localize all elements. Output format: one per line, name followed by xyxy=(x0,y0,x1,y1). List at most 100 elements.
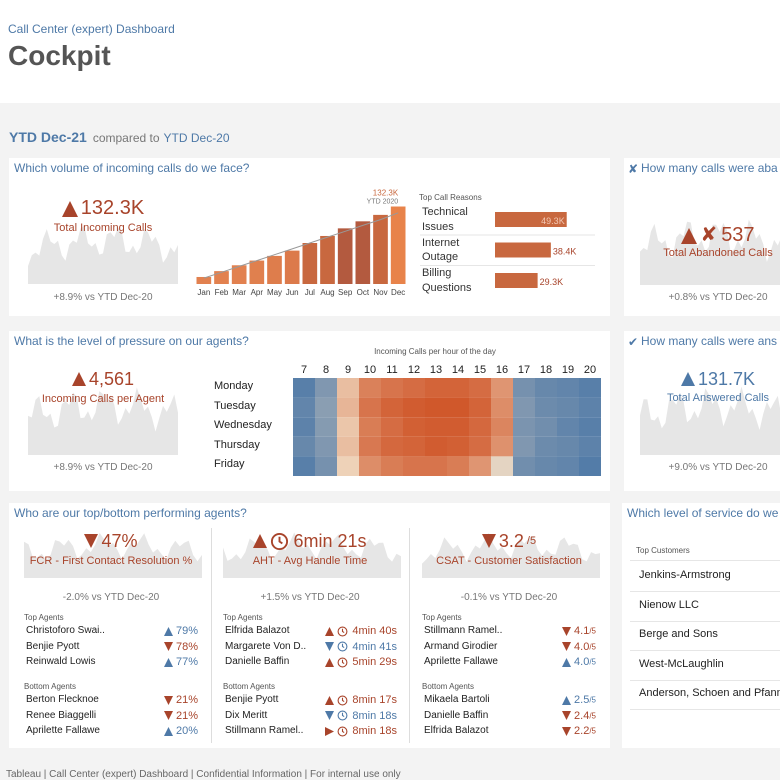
trend-icon xyxy=(253,534,268,549)
agent-value: 77% xyxy=(94,656,198,668)
heat-cell xyxy=(469,417,491,437)
question: How many calls were aba xyxy=(641,161,778,175)
x-tick-label: May xyxy=(267,288,282,297)
agent-value: 5min 29s xyxy=(293,656,397,668)
sparkline-area xyxy=(422,532,600,578)
kpi-value-row: 3.2/5 xyxy=(399,530,619,552)
question: How many calls were ans xyxy=(641,334,778,348)
heat-cell xyxy=(337,397,359,418)
x-tick-label: Jul xyxy=(305,288,315,297)
agent-value: 4.1/5 xyxy=(492,625,596,637)
clock-hands xyxy=(342,712,345,718)
x-tick-label: Feb xyxy=(215,288,229,297)
heat-cell xyxy=(403,417,425,437)
heat-cell xyxy=(513,417,535,437)
heat-cell xyxy=(535,456,557,476)
customer: Anderson, Schoen and Pfannerstill xyxy=(639,687,780,699)
heat-cell xyxy=(447,436,469,457)
row-line xyxy=(630,591,780,592)
triangle xyxy=(562,657,572,667)
trend-icon xyxy=(163,711,173,721)
heat-cell xyxy=(535,417,557,437)
separator xyxy=(211,528,212,743)
agent-name: Danielle Baffin xyxy=(424,709,489,721)
kpi-label: Total Incoming Calls xyxy=(53,222,153,234)
triangle xyxy=(84,534,99,549)
heat-cell xyxy=(337,417,359,437)
x-tick-label: Apr xyxy=(251,288,264,297)
value: 8min 18s xyxy=(352,709,397,722)
triangle xyxy=(163,711,173,721)
heat-cell xyxy=(403,456,425,476)
value: 8min 17s xyxy=(352,694,397,707)
trend-icon xyxy=(163,642,173,652)
clock-hands xyxy=(342,643,345,649)
trend-icon xyxy=(325,626,335,636)
separator xyxy=(409,528,410,743)
footer: Tableau | Call Center (expert) Dashboard… xyxy=(6,769,401,780)
unit: /5 xyxy=(589,726,596,736)
triangle xyxy=(163,726,173,736)
bar xyxy=(302,243,318,284)
heat-cell xyxy=(447,456,469,476)
triangle xyxy=(562,642,572,652)
trend-icon xyxy=(325,642,335,652)
bar xyxy=(495,242,551,258)
icon-check: ✔ xyxy=(628,335,639,349)
agent-value: 4.0/5 xyxy=(492,641,596,653)
trend-icon xyxy=(325,726,335,736)
heat-cell xyxy=(359,436,381,457)
value: 78% xyxy=(175,640,198,653)
x-tick-label: Jan xyxy=(197,288,210,297)
sparkline xyxy=(28,387,178,455)
bar xyxy=(495,212,567,227)
heat-cell xyxy=(579,378,601,398)
sparkline xyxy=(640,386,780,455)
value: 8min 18s xyxy=(352,725,397,738)
agent-value: 20% xyxy=(94,725,198,737)
unit: /5 xyxy=(589,642,596,652)
heat-cell xyxy=(469,436,491,457)
kpi-value-row: 6min 21s xyxy=(200,530,420,552)
clock-face xyxy=(337,695,348,706)
kpi-value: 47% xyxy=(101,530,138,551)
bar xyxy=(337,228,353,284)
hour-label: 7 xyxy=(301,364,307,376)
agent-name: Benjie Pyott xyxy=(26,640,80,652)
kpi-label: Total Abandoned Calls xyxy=(663,247,773,259)
reason-name: Internet xyxy=(422,236,460,249)
kpi-label: Total Answered Calls xyxy=(666,392,770,404)
agent-value: 2.5/5 xyxy=(492,694,596,706)
heat-cell xyxy=(513,397,535,418)
agent-name: Reinwald Lowis xyxy=(26,656,96,667)
heat-cell xyxy=(425,397,447,418)
clock-face xyxy=(337,710,348,721)
kpi-value-row: 4,561 xyxy=(0,368,213,390)
heat-cell xyxy=(381,436,403,457)
heat-cell xyxy=(469,378,491,398)
kpi-label: CSAT - Customer Satisfaction xyxy=(436,555,582,567)
x-tick-label: Nov xyxy=(373,288,387,297)
kpi-unit: /5 xyxy=(526,535,537,548)
heat-cell xyxy=(293,397,315,418)
sparkline xyxy=(24,532,202,578)
heat-cell xyxy=(425,456,447,476)
trend-icon xyxy=(61,200,78,217)
heat-cell xyxy=(381,378,403,398)
kpi-value: 131.7K xyxy=(697,368,756,389)
kpi-value: 537 xyxy=(721,224,755,247)
heat-cell xyxy=(447,378,469,398)
clock-icon xyxy=(337,626,348,637)
trend-icon xyxy=(163,657,173,667)
value: 77% xyxy=(175,656,198,669)
kpi-label: FCR - First Contact Resolution % xyxy=(29,555,193,567)
hour-label: 14 xyxy=(452,364,464,376)
heat-cell xyxy=(491,378,513,398)
trend-icon xyxy=(325,711,335,721)
trend-icon xyxy=(71,372,86,387)
triangle xyxy=(163,642,173,652)
trend-icon xyxy=(163,695,173,705)
agent-name: Danielle Baffin xyxy=(225,656,290,667)
kpi-label: AHT - Avg Handle Time xyxy=(252,555,368,567)
heat-cell xyxy=(337,436,359,457)
